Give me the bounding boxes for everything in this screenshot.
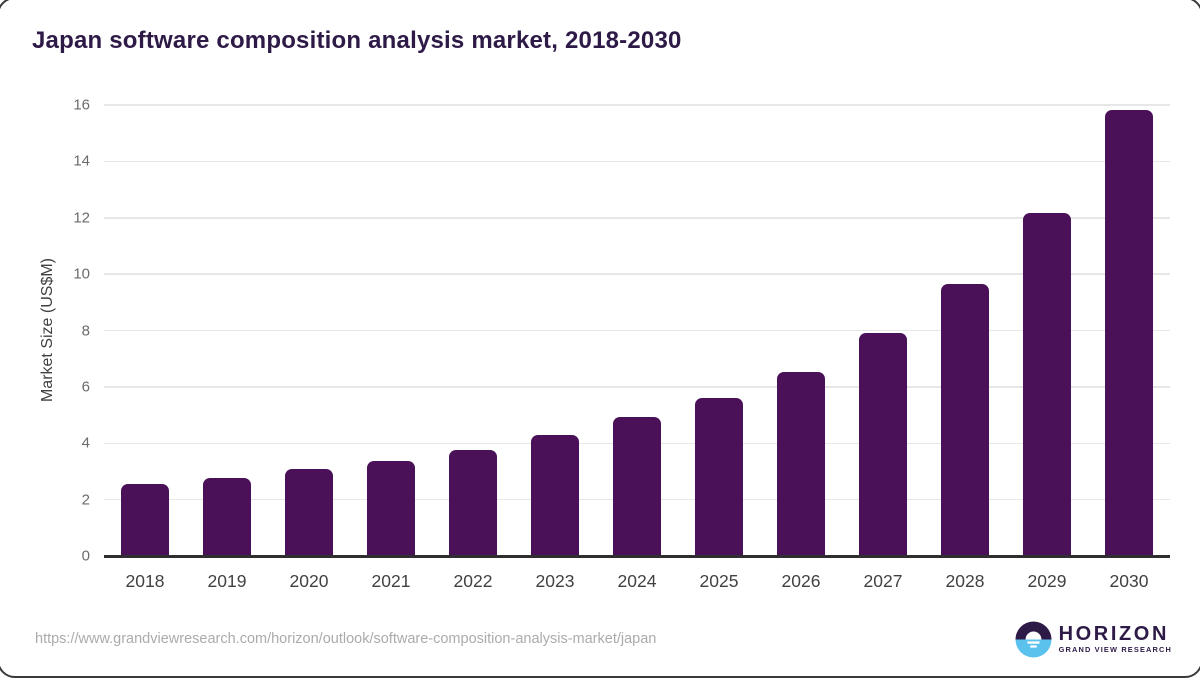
y-tick-6: 6 [81, 378, 90, 396]
y-tick-8: 8 [81, 322, 90, 339]
bar-2024 [613, 417, 661, 556]
y-tick-2: 2 [81, 491, 90, 509]
bar-series [104, 105, 1170, 556]
bar-2019 [203, 478, 251, 556]
logo-name: HORIZON [1058, 622, 1169, 645]
logo-subtitle: GRAND VIEW RESEARCH [1058, 644, 1172, 654]
gridline-8 [104, 329, 1170, 332]
y-tick-14: 14 [73, 152, 90, 170]
bar-2021 [367, 461, 415, 556]
x-label-2025: 2025 [699, 571, 739, 591]
source-url: https://www.grandviewresearch.com/horizo… [35, 631, 657, 647]
horizon-sunset-icon [1015, 621, 1052, 657]
bar-2026 [777, 372, 825, 556]
bar-2018 [121, 483, 169, 556]
bar-2023 [531, 434, 579, 556]
bar-2030 [1105, 109, 1153, 556]
x-label-2027: 2027 [863, 571, 903, 591]
bar-2028 [941, 283, 989, 556]
y-tick-12: 12 [73, 209, 90, 227]
footer: https://www.grandviewresearch.com/horizo… [35, 619, 1172, 659]
gridline-6 [104, 386, 1170, 388]
bar-2027 [859, 333, 907, 556]
x-label-2022: 2022 [453, 571, 493, 591]
gridline-12 [104, 217, 1170, 219]
gridline-10 [104, 273, 1170, 275]
y-tick-0: 0 [81, 547, 90, 565]
bar-2025 [695, 398, 743, 556]
y-axis-ticks: 0 2 4 6 8 10 12 14 16 [40, 97, 90, 565]
x-label-2028: 2028 [945, 571, 985, 591]
gridline-14 [104, 160, 1170, 163]
x-label-2020: 2020 [289, 571, 329, 591]
x-label-2023: 2023 [535, 571, 575, 591]
gridline-16 [104, 104, 1170, 106]
x-label-2018: 2018 [125, 571, 165, 591]
y-tick-10: 10 [73, 265, 90, 283]
horizon-logo: HORIZON GRAND VIEW RESEARCH [1015, 621, 1172, 658]
bar-2020 [285, 469, 333, 556]
x-axis-line [104, 555, 1170, 558]
x-label-2026: 2026 [781, 571, 821, 591]
chart-title: Japan software composition analysis mark… [32, 27, 682, 54]
plot-area [104, 104, 1170, 556]
x-label-2030: 2030 [1109, 571, 1149, 591]
x-label-2024: 2024 [617, 571, 657, 591]
logo-text: HORIZON GRAND VIEW RESEARCH [1058, 622, 1172, 655]
x-label-2021: 2021 [371, 571, 411, 591]
x-label-2019: 2019 [207, 571, 247, 591]
y-tick-4: 4 [81, 434, 90, 452]
bar-2029 [1023, 212, 1071, 556]
y-tick-16: 16 [73, 96, 90, 114]
x-label-2029: 2029 [1027, 571, 1067, 591]
bar-2022 [449, 450, 497, 556]
x-axis-labels: 2018 2019 2020 2021 2022 2023 2024 2025 2026 2027… [104, 571, 1170, 595]
